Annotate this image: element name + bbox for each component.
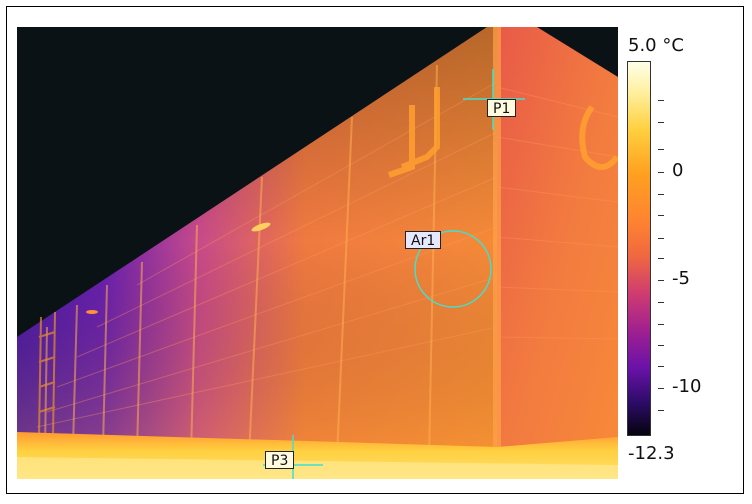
thermal-scene — [17, 27, 618, 479]
temperature-colorbar — [627, 61, 651, 436]
tick-mark — [658, 258, 664, 259]
scale-min-label: -12.3 — [628, 443, 675, 464]
tick-mark — [658, 215, 664, 216]
tick-label-minus5: -5 — [672, 268, 690, 289]
tick-mark — [658, 388, 664, 389]
tick-label-0: 0 — [672, 160, 684, 181]
p1-label[interactable]: P1 — [487, 99, 517, 117]
tick-mark — [658, 149, 664, 150]
tick-mark — [658, 280, 664, 281]
tick-label-minus10: -10 — [672, 376, 702, 397]
tick-mark — [658, 100, 664, 101]
scale-max-label: 5.0 °C — [628, 35, 684, 56]
ar1-circle — [414, 230, 492, 308]
tick-mark — [658, 366, 664, 367]
tick-mark — [658, 324, 664, 325]
p3-label[interactable]: P3 — [265, 451, 295, 469]
tick-mark — [658, 238, 664, 239]
tick-mark — [658, 345, 664, 346]
tick-mark — [658, 122, 664, 123]
ar1-label[interactable]: Ar1 — [405, 231, 442, 249]
tick-mark — [658, 194, 664, 195]
tick-mark — [658, 302, 664, 303]
thermal-image — [17, 27, 618, 479]
tick-mark — [658, 410, 664, 411]
tick-mark — [658, 172, 664, 173]
